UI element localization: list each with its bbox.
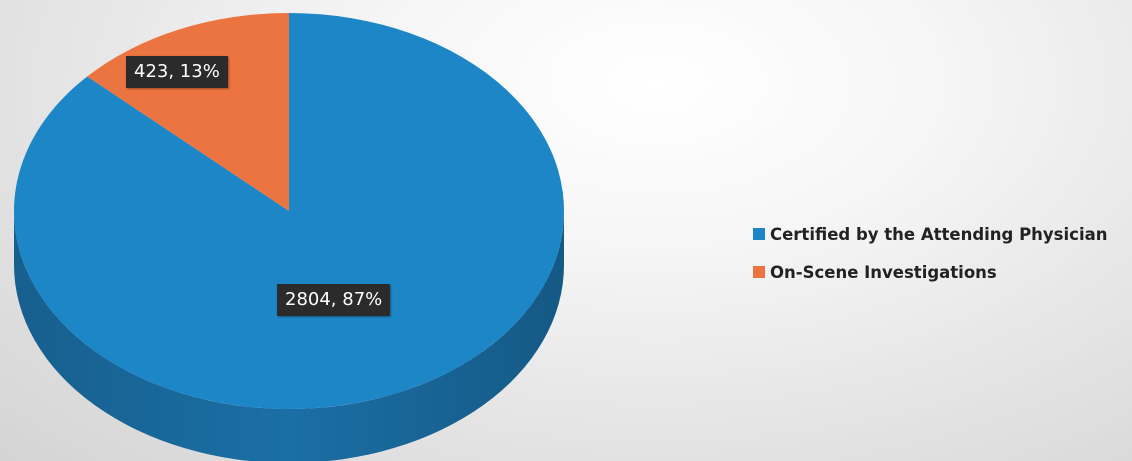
legend-swatch-certified [753, 228, 765, 240]
legend-label-on-scene: On-Scene Investigations [770, 262, 997, 282]
data-label-on-scene: 423, 13% [126, 56, 228, 88]
pie-slice-certified [13, 13, 564, 409]
pie-side-certified [14, 211, 564, 461]
legend-item-certified: Certified by the Attending Physician [753, 222, 1107, 246]
legend-item-on-scene: On-Scene Investigations [753, 260, 1107, 284]
chart-legend: Certified by the Attending Physician On-… [753, 222, 1107, 298]
legend-label-certified: Certified by the Attending Physician [770, 224, 1108, 244]
data-label-certified: 2804, 87% [277, 284, 391, 316]
legend-swatch-on-scene [753, 266, 765, 278]
